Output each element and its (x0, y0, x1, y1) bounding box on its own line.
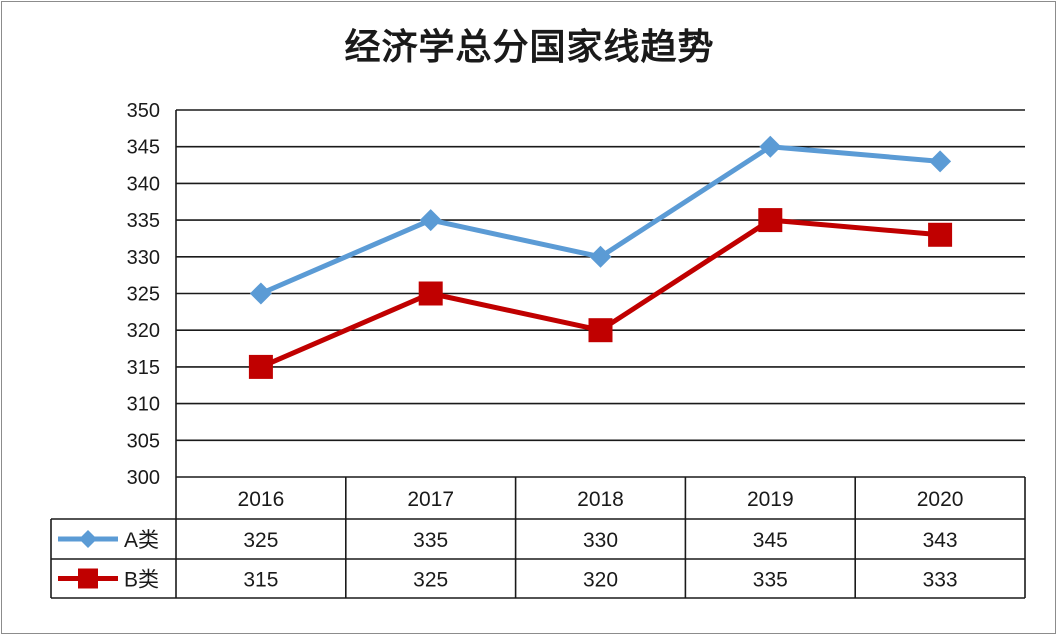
y-tick-label: 300 (127, 467, 160, 489)
y-axis-ticks: 300 305 310 315 320 325 330 335 340 345 350 (127, 100, 160, 489)
legend-series-name: B类 (124, 569, 159, 592)
table-value: 343 (923, 529, 958, 552)
data-point-marker (589, 245, 612, 268)
x-tick-label: 2017 (407, 488, 454, 511)
x-tick-label: 2019 (747, 488, 794, 511)
table-value: 315 (243, 569, 278, 592)
data-point-marker (418, 281, 443, 306)
data-point-marker (759, 135, 782, 158)
data-point-marker (928, 222, 953, 247)
table-value: 320 (583, 569, 618, 592)
table-value: 325 (413, 569, 448, 592)
y-tick-label: 310 (127, 394, 160, 416)
table-value: 335 (753, 569, 788, 592)
x-tick-label: 2018 (577, 488, 624, 511)
data-point-marker (588, 318, 613, 343)
data-point-marker (758, 208, 783, 233)
y-tick-label: 345 (127, 137, 160, 159)
data-table: 2016 2017 2018 2019 2020 A类 325 335 330 345 343 B类 3… (50, 476, 1026, 599)
data-point-marker (248, 354, 273, 379)
series (248, 135, 953, 379)
y-tick-label: 330 (127, 247, 160, 269)
y-tick-label: 305 (127, 430, 160, 452)
table-value: 325 (243, 529, 278, 552)
legend-key-marker (78, 568, 98, 589)
y-tick-label: 340 (127, 173, 160, 195)
x-tick-label: 2016 (238, 488, 285, 511)
gridlines (175, 109, 1025, 477)
legend-key-marker (79, 530, 97, 548)
chart-title: 经济学总分国家线趋势 (344, 26, 715, 68)
table-value: 330 (583, 529, 618, 552)
data-point-marker (249, 282, 272, 305)
table-value: 333 (923, 569, 958, 592)
table-value: 345 (753, 529, 788, 552)
y-tick-label: 315 (127, 357, 160, 379)
y-tick-label: 325 (127, 284, 160, 306)
data-point-marker (929, 150, 952, 173)
data-point-marker (419, 209, 442, 232)
x-tick-label: 2020 (917, 488, 964, 511)
y-tick-label: 335 (127, 210, 160, 232)
y-tick-label: 320 (127, 320, 160, 342)
legend-series-name: A类 (124, 529, 159, 552)
table-value: 335 (413, 529, 448, 552)
y-tick-label: 350 (127, 100, 160, 122)
